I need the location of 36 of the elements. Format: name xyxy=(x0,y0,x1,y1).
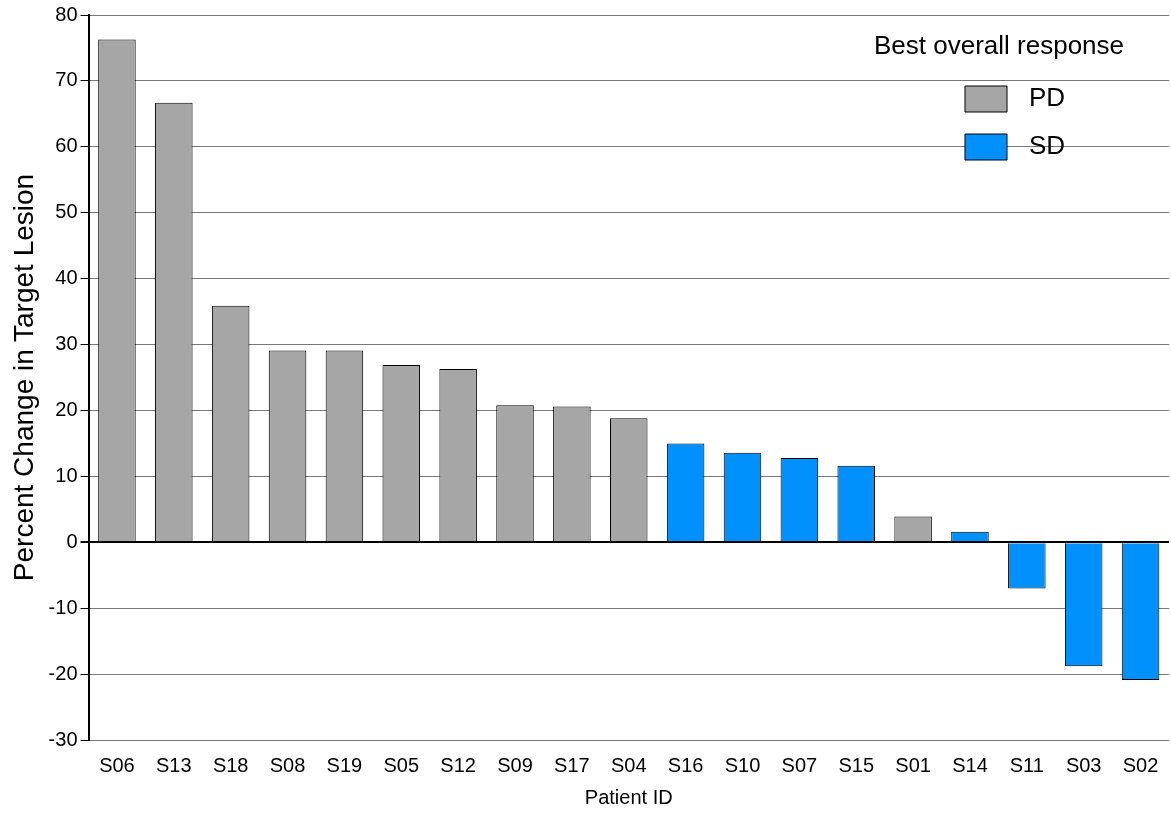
x-tick-label: S14 xyxy=(952,753,988,776)
x-tick-label: S19 xyxy=(326,753,363,776)
x-axis-title: Patient ID xyxy=(584,785,673,808)
y-tick-label: 60 xyxy=(55,134,78,157)
x-tick-label: S15 xyxy=(838,753,875,776)
x-tick-label: S12 xyxy=(440,753,476,776)
x-tick-label: S11 xyxy=(1009,753,1044,776)
y-tick-label: -10 xyxy=(48,595,78,618)
x-tick-label: S06 xyxy=(99,753,135,776)
x-tick-label: S16 xyxy=(667,753,704,776)
x-tick-label: S08 xyxy=(269,753,306,776)
x-tick-label: S13 xyxy=(156,753,192,776)
y-tick-label: 10 xyxy=(55,463,78,486)
x-tick-label: S02 xyxy=(1122,753,1159,776)
x-tick-label: S05 xyxy=(383,753,420,776)
x-tick-label: S03 xyxy=(1065,753,1102,776)
y-axis-title: Percent Change in Target Lesion xyxy=(7,173,39,582)
y-tick-label: -20 xyxy=(48,661,78,684)
x-tick-label: S07 xyxy=(781,753,818,776)
legend-label: SD xyxy=(1029,130,1066,161)
x-tick-label: S10 xyxy=(724,753,761,776)
y-tick-label: 0 xyxy=(66,529,78,552)
x-tick-label: S01 xyxy=(895,753,931,776)
y-tick-label: 80 xyxy=(55,2,78,25)
y-tick-label: 40 xyxy=(55,266,78,289)
y-tick-label: 70 xyxy=(55,68,78,91)
y-tick-label: -30 xyxy=(48,727,78,750)
y-tick-label: 20 xyxy=(55,397,78,420)
x-tick-label: S04 xyxy=(610,753,647,776)
legend-title: Best overall response xyxy=(874,30,1125,61)
x-tick-label: S09 xyxy=(497,753,533,776)
y-tick-label: 50 xyxy=(55,200,78,223)
legend-label: PD xyxy=(1029,82,1066,113)
y-tick-label: 30 xyxy=(55,332,78,355)
x-tick-label: S18 xyxy=(212,753,249,776)
x-tick-label: S17 xyxy=(554,753,590,776)
